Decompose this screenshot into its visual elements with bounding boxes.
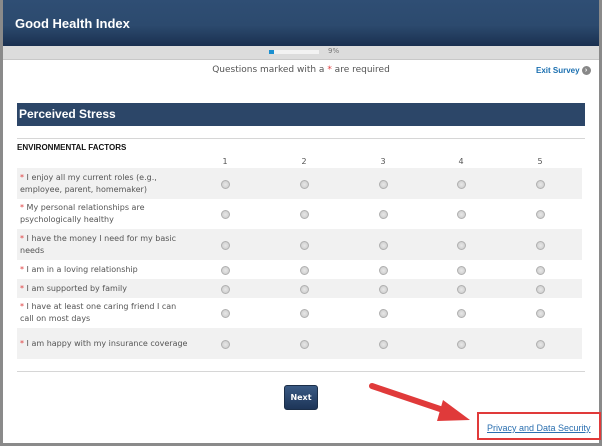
question-label: I am supported by family	[26, 283, 127, 293]
radio-option-5[interactable]	[536, 339, 545, 349]
required-star: *	[327, 65, 332, 75]
required-star: *	[20, 233, 27, 243]
question-text: * I am happy with my insurance coverage	[17, 338, 192, 350]
question-label: My personal relationships are psychologi…	[20, 203, 145, 224]
required-star: *	[20, 172, 27, 182]
divider	[17, 371, 585, 372]
radio-option-5[interactable]	[536, 179, 545, 189]
radio-option-2[interactable]	[300, 265, 309, 275]
next-button[interactable]: Next	[284, 385, 318, 410]
radio-option-4[interactable]	[457, 179, 466, 189]
progress-label: 9%	[328, 47, 340, 55]
radio-option-4[interactable]	[457, 309, 466, 318]
radio-option-4[interactable]	[457, 265, 466, 275]
radio-option-1[interactable]	[221, 265, 230, 275]
group-title: ENVIRONMENTAL FACTORS	[17, 143, 127, 152]
section-title: Perceived Stress	[17, 103, 585, 126]
question-row: * I have at least one caring friend I ca…	[17, 298, 582, 328]
question-row: * I enjoy all my current roles (e.g., em…	[17, 168, 582, 199]
radio-option-5[interactable]	[536, 265, 545, 275]
question-label: I enjoy all my current roles (e.g., empl…	[20, 172, 157, 194]
scale-header-1: 1	[222, 157, 228, 166]
question-text: * I am supported by family	[17, 283, 192, 295]
required-star: *	[20, 203, 27, 212]
radio-option-4[interactable]	[457, 339, 466, 349]
question-row: * I have the money I need for my basic n…	[17, 229, 582, 260]
required-star: *	[20, 283, 27, 293]
radio-option-2[interactable]	[300, 339, 309, 349]
radio-option-2[interactable]	[300, 309, 309, 318]
scale-header-5: 5	[537, 157, 543, 166]
radio-option-2[interactable]	[300, 210, 309, 219]
question-row: * My personal relationships are psycholo…	[17, 199, 582, 229]
radio-option-5[interactable]	[536, 284, 545, 294]
question-text: * I have at least one caring friend I ca…	[17, 301, 192, 325]
divider	[17, 138, 585, 139]
required-note-text-end: are required	[331, 65, 390, 75]
radio-option-4[interactable]	[457, 240, 466, 250]
scale-header-4: 4	[458, 157, 464, 166]
app-title: Good Health Index	[15, 16, 130, 31]
progress-fill	[269, 50, 274, 54]
question-label: I have the money I need for my basic nee…	[20, 233, 177, 255]
question-label: I am in a loving relationship	[26, 264, 138, 274]
question-label: I am happy with my insurance coverage	[26, 338, 188, 348]
exit-survey-link[interactable]: Exit Survey ›	[536, 66, 591, 75]
radio-option-1[interactable]	[221, 179, 230, 189]
radio-option-5[interactable]	[536, 309, 545, 318]
privacy-link[interactable]: Privacy and Data Security	[487, 423, 591, 433]
required-star: *	[20, 302, 27, 311]
app-header: Good Health Index	[3, 0, 599, 46]
radio-option-2[interactable]	[300, 284, 309, 294]
radio-option-1[interactable]	[221, 309, 230, 318]
radio-option-2[interactable]	[300, 179, 309, 189]
radio-option-3[interactable]	[379, 309, 388, 318]
radio-option-5[interactable]	[536, 210, 545, 219]
radio-option-3[interactable]	[379, 179, 388, 189]
required-note-text: Questions marked with a	[212, 65, 328, 75]
required-star: *	[20, 338, 27, 348]
radio-option-3[interactable]	[379, 339, 388, 349]
scale-header-3: 3	[380, 157, 386, 166]
question-text: * I am in a loving relationship	[17, 264, 192, 276]
progress-bar	[269, 50, 319, 54]
radio-option-3[interactable]	[379, 210, 388, 219]
radio-option-1[interactable]	[221, 339, 230, 349]
required-star: *	[20, 264, 27, 274]
radio-option-4[interactable]	[457, 210, 466, 219]
radio-option-3[interactable]	[379, 284, 388, 294]
radio-option-2[interactable]	[300, 240, 309, 250]
question-text: * I enjoy all my current roles (e.g., em…	[17, 172, 192, 196]
question-label: I have at least one caring friend I can …	[20, 302, 177, 323]
radio-option-5[interactable]	[536, 240, 545, 250]
scale-header-2: 2	[301, 157, 307, 166]
question-text: * I have the money I need for my basic n…	[17, 233, 192, 257]
radio-option-1[interactable]	[221, 210, 230, 219]
question-row: * I am in a loving relationship	[17, 260, 582, 279]
chevron-right-icon: ›	[581, 66, 591, 75]
highlight-box	[477, 412, 601, 440]
required-note: Questions marked with a * are required	[0, 65, 602, 75]
radio-option-1[interactable]	[221, 240, 230, 250]
question-row: * I am supported by family	[17, 279, 582, 298]
radio-option-1[interactable]	[221, 284, 230, 294]
radio-option-3[interactable]	[379, 265, 388, 275]
radio-option-3[interactable]	[379, 240, 388, 250]
question-text: * My personal relationships are psycholo…	[17, 202, 192, 226]
question-row: * I am happy with my insurance coverage	[17, 328, 582, 359]
exit-survey-label: Exit Survey	[536, 66, 580, 75]
progress-strip: 9%	[3, 46, 599, 60]
radio-option-4[interactable]	[457, 284, 466, 294]
